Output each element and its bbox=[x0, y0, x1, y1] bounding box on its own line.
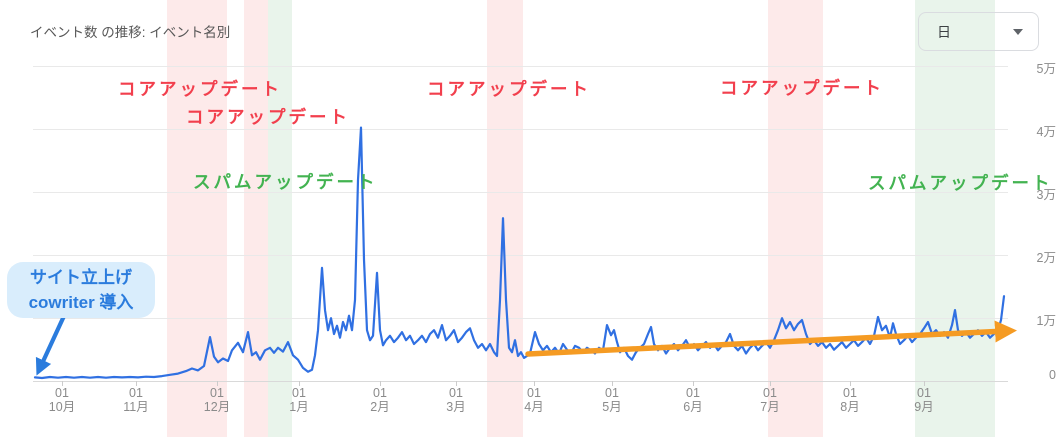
update-band-red bbox=[487, 0, 523, 437]
chevron-down-icon bbox=[1013, 28, 1023, 35]
x-tick bbox=[299, 381, 300, 386]
y-axis-label: 4万 bbox=[1036, 124, 1056, 139]
x-axis-label: 01 1月 bbox=[289, 386, 309, 414]
spam-update-label: スパムアップデート bbox=[193, 172, 378, 192]
x-tick bbox=[217, 381, 218, 386]
launch-note-line1: サイト立上げ bbox=[30, 268, 132, 287]
core-update-label: コアアップデート bbox=[427, 79, 591, 99]
x-axis-label: 01 2月 bbox=[370, 386, 390, 414]
core-update-label: コアアップデート bbox=[720, 78, 884, 98]
x-axis-label: 01 6月 bbox=[683, 386, 703, 414]
y-gridline bbox=[33, 128, 1008, 130]
y-axis-label: 0 bbox=[1049, 367, 1056, 382]
y-gridline bbox=[33, 380, 1008, 382]
x-tick bbox=[612, 381, 613, 386]
x-axis-label: 01 12月 bbox=[203, 386, 231, 414]
launch-note-bubble: サイト立上げ cowriter 導入 bbox=[7, 262, 155, 318]
x-axis-label: 01 9月 bbox=[914, 386, 934, 414]
y-gridline bbox=[33, 254, 1008, 256]
y-axis-label: 2万 bbox=[1036, 250, 1056, 265]
x-axis-label: 01 4月 bbox=[524, 386, 544, 414]
spam-update-label: スパムアップデート bbox=[868, 173, 1053, 193]
update-band-green bbox=[915, 0, 995, 437]
y-gridline bbox=[33, 191, 1008, 193]
update-band-red bbox=[167, 0, 227, 437]
trend-arrow bbox=[525, 320, 1017, 357]
x-tick bbox=[770, 381, 771, 386]
x-tick bbox=[456, 381, 457, 386]
x-axis-label: 01 8月 bbox=[840, 386, 860, 414]
x-tick bbox=[380, 381, 381, 386]
x-axis-label: 01 10月 bbox=[48, 386, 76, 414]
launch-note-arrow bbox=[35, 313, 67, 376]
x-tick bbox=[136, 381, 137, 386]
granularity-selected-value: 日 bbox=[937, 23, 951, 40]
x-axis-label: 01 5月 bbox=[602, 386, 622, 414]
y-axis-label: 5万 bbox=[1036, 62, 1056, 76]
chart-title: イベント数 の推移: イベント名別 bbox=[30, 25, 231, 40]
core-update-label: コアアップデート bbox=[118, 79, 282, 99]
x-tick bbox=[534, 381, 535, 386]
y-axis-label: 3万 bbox=[1036, 187, 1056, 202]
y-gridline bbox=[33, 66, 1008, 67]
y-gridline bbox=[33, 317, 1008, 319]
update-band-red bbox=[768, 0, 823, 437]
granularity-dropdown[interactable]: 日 bbox=[918, 12, 1039, 51]
x-tick bbox=[62, 381, 63, 386]
x-axis-label: 01 7月 bbox=[760, 386, 780, 414]
y-axis-label: 1万 bbox=[1036, 313, 1056, 328]
update-band-red bbox=[244, 0, 268, 437]
update-band-green bbox=[268, 0, 292, 437]
x-tick bbox=[693, 381, 694, 386]
x-axis-label: 01 11月 bbox=[123, 386, 149, 414]
x-axis-label: 01 3月 bbox=[446, 386, 466, 414]
launch-note-line2: cowriter 導入 bbox=[28, 293, 134, 312]
x-tick bbox=[924, 381, 925, 386]
x-tick bbox=[850, 381, 851, 386]
core-update-label: コアアップデート bbox=[186, 107, 350, 127]
